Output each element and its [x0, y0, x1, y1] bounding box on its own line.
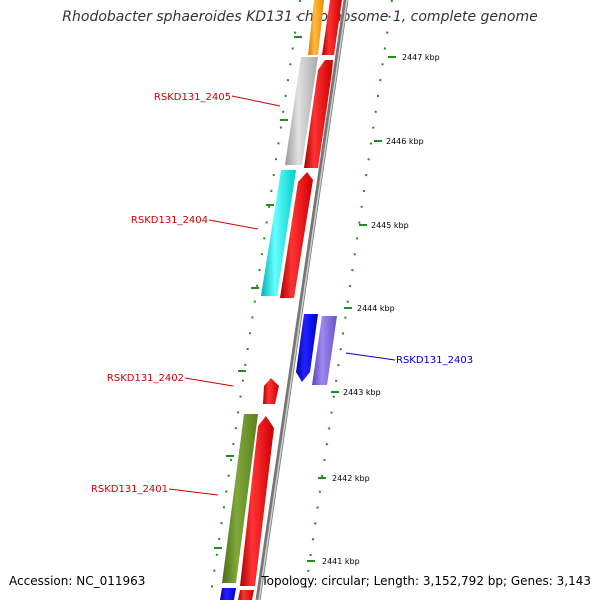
tick-label: 2444 kbp: [357, 304, 395, 313]
gene-label-RSKD131_2402[interactable]: RSKD131_2402: [107, 373, 184, 384]
tick-label: 2441 kbp: [322, 557, 360, 566]
tick-marks: [214, 36, 396, 562]
tick-label: 2447 kbp: [402, 53, 440, 62]
gene-label-RSKD131_2404[interactable]: RSKD131_2404: [131, 215, 208, 226]
topology-text: Topology: circular; Length: 3,152,792 bp…: [261, 574, 591, 588]
red-cds-top: [322, 0, 342, 55]
blue-cds-2403: [296, 314, 318, 382]
genome-backbone-highlight: [258, 0, 348, 600]
map-title: Rhodobacter sphaeroides KD131 chromosome…: [62, 9, 538, 25]
bottom-blue-gene: [220, 588, 236, 600]
red-cds-2401: [240, 416, 274, 586]
accession-text: Accession: NC_011963: [9, 574, 146, 588]
gene-RSKD131_2404[interactable]: [261, 170, 296, 296]
leader-line-2402: [184, 377, 234, 387]
leader-line-2401: [168, 488, 219, 496]
orange-gene: [308, 0, 324, 55]
tick-label: 2443 kbp: [343, 388, 381, 397]
leader-line-2403: [345, 352, 396, 361]
red-cds-2405: [304, 60, 333, 168]
gene-RSKD131_2402[interactable]: [263, 378, 279, 404]
gene-label-RSKD131_2403[interactable]: RSKD131_2403: [396, 355, 473, 366]
bottom-red-gene: [238, 590, 254, 600]
red-cds-2404: [280, 172, 313, 298]
gene-RSKD131_2405[interactable]: [285, 57, 318, 165]
gene-label-RSKD131_2405[interactable]: RSKD131_2405: [154, 92, 231, 103]
tick-label: 2446 kbp: [386, 137, 424, 146]
tick-label: 2442 kbp: [332, 474, 370, 483]
leader-line-2404: [208, 219, 259, 230]
gene-RSKD131_2403[interactable]: [312, 316, 337, 385]
gene-RSKD131_2401[interactable]: [222, 414, 258, 583]
tick-label: 2445 kbp: [371, 221, 409, 230]
leader-line-2405: [231, 95, 281, 107]
gene-label-RSKD131_2401[interactable]: RSKD131_2401: [91, 484, 168, 495]
genome-backbone: [255, 0, 349, 600]
